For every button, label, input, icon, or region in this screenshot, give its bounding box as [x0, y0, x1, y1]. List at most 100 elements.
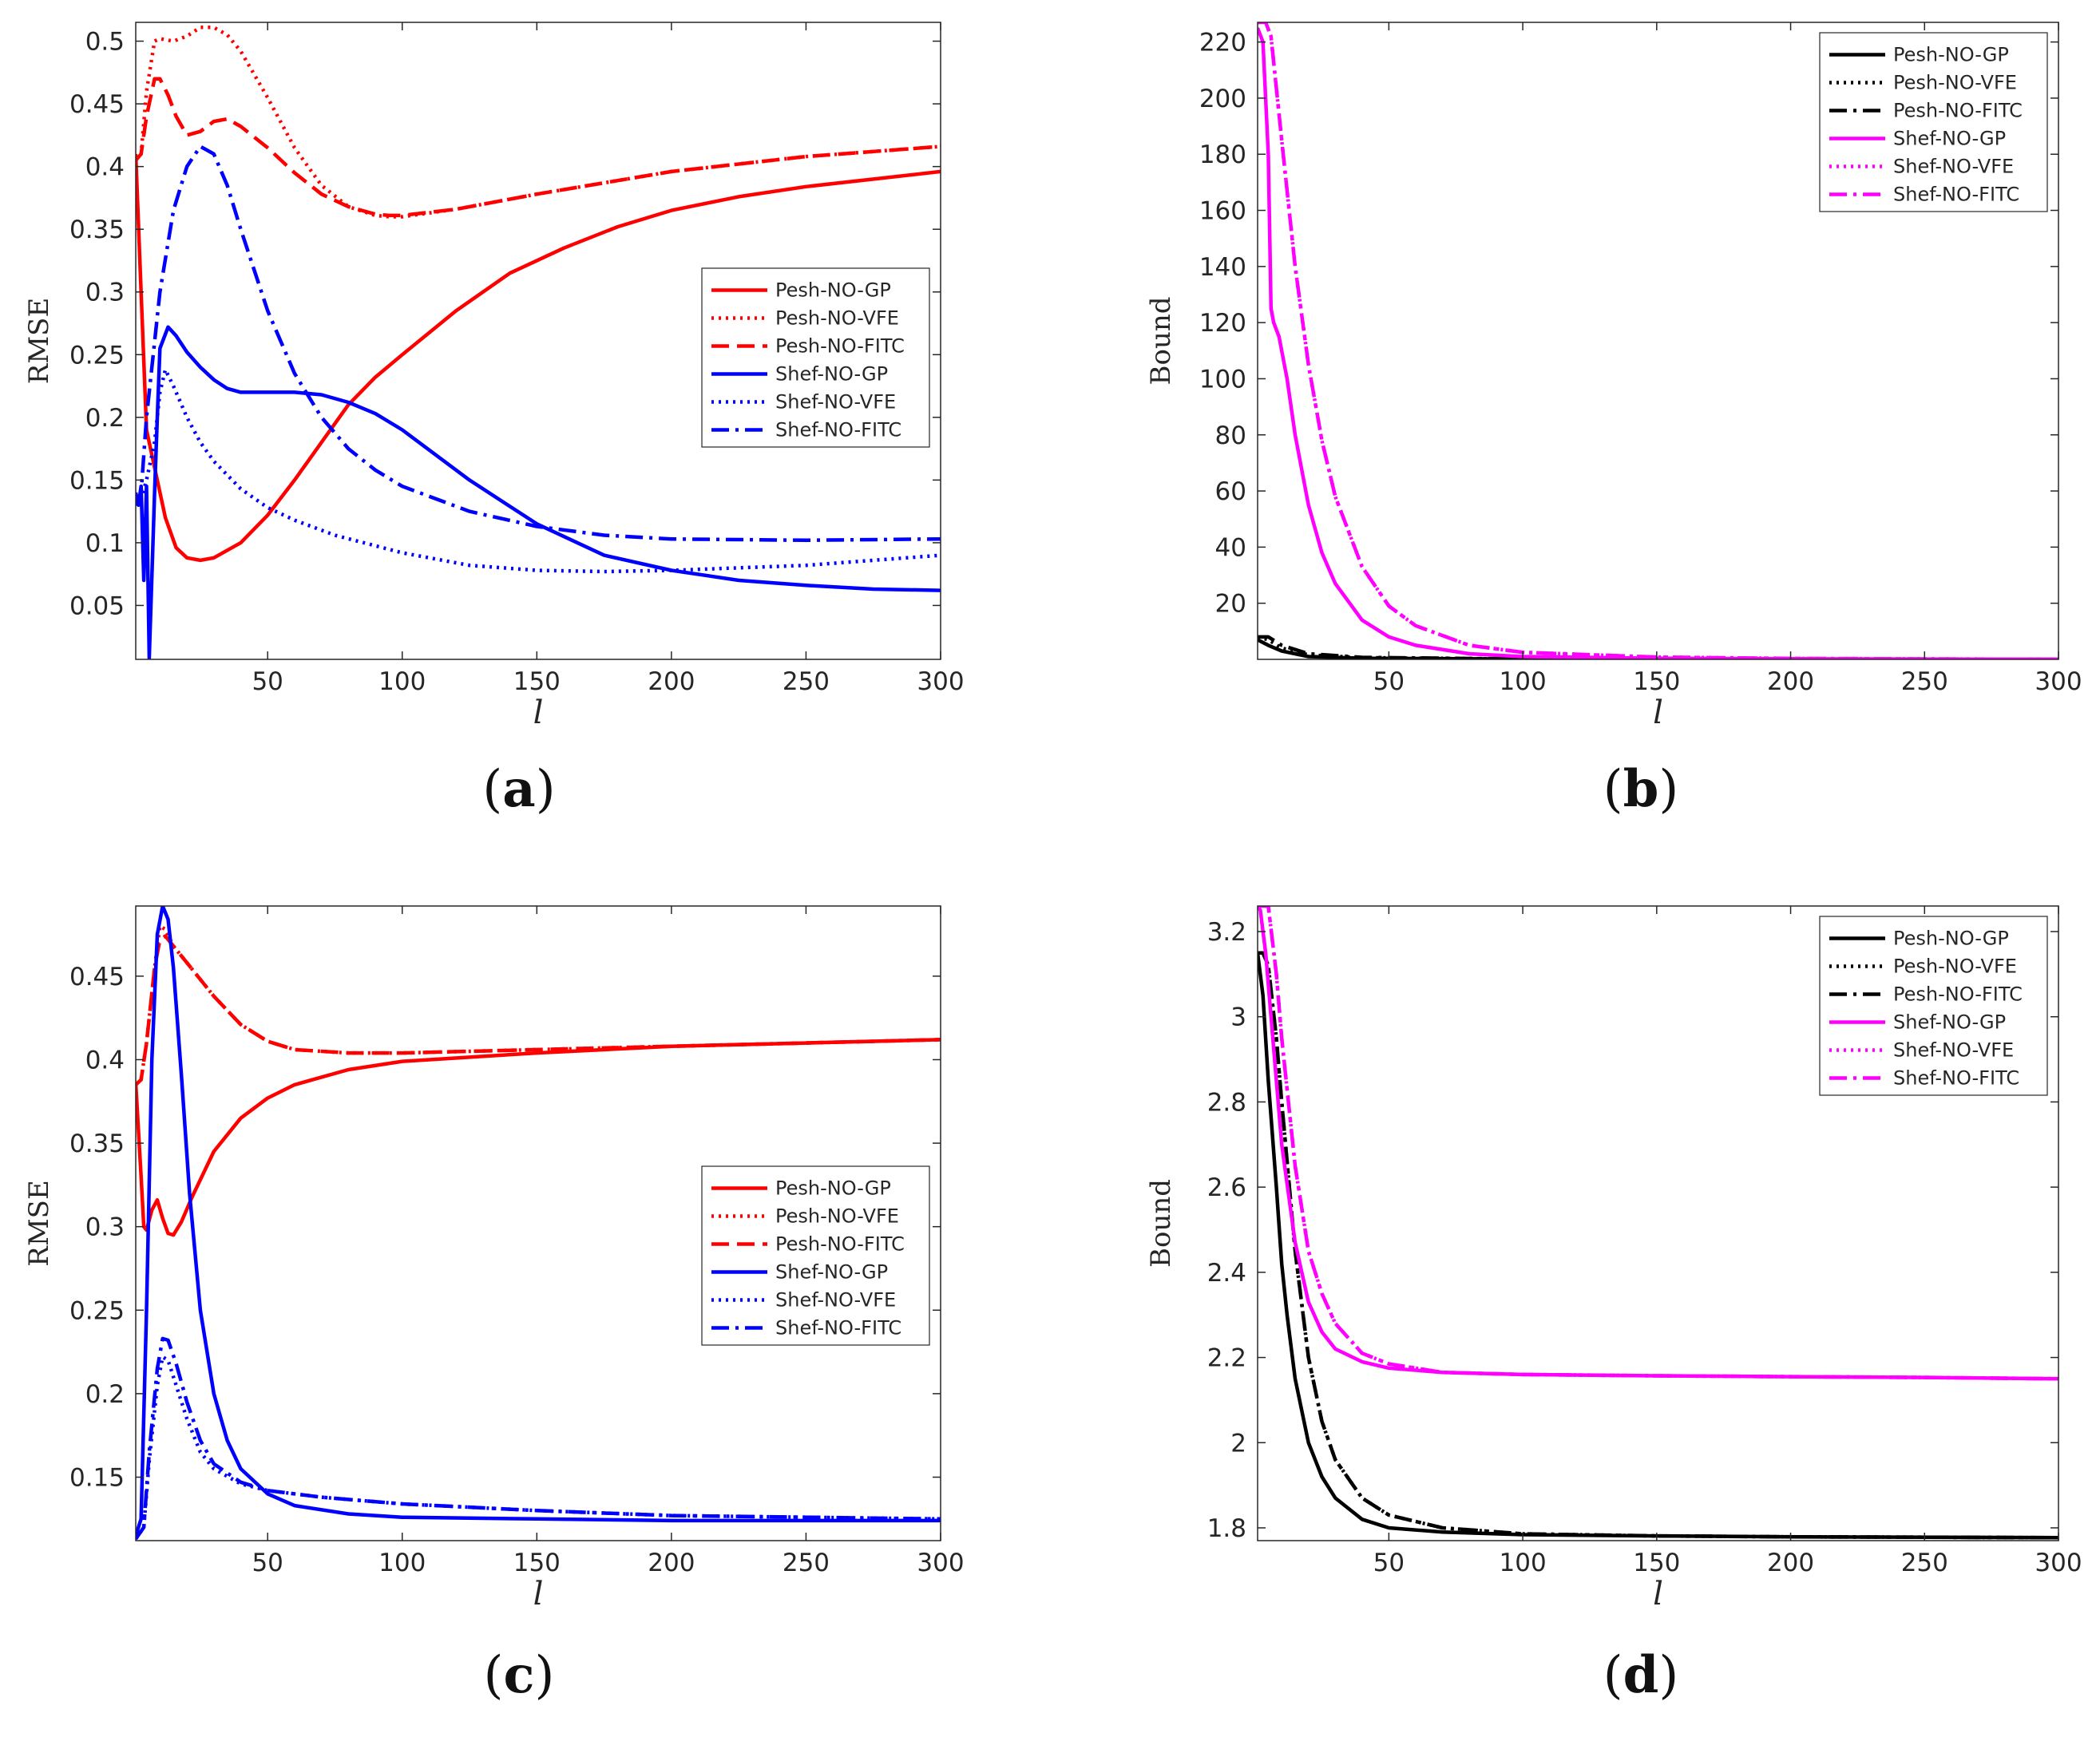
x-tick-label: 250	[783, 667, 830, 696]
x-tick-label: 250	[783, 1549, 830, 1577]
legend-entry: Pesh-NO-GP	[1893, 44, 2009, 66]
y-tick-label: 0.25	[69, 1296, 125, 1325]
legend-entry: Shef-NO-VFE	[1893, 156, 2014, 178]
caption-close-paren: )	[1658, 760, 1678, 819]
legend: Pesh-NO-GP Pesh-NO-VFE Pesh-NO-FITC Shef-NO…	[701, 1165, 930, 1346]
caption-open-paren: (	[484, 1646, 504, 1705]
y-axis-label: RMSE	[23, 298, 55, 385]
caption-letter: c	[504, 1645, 535, 1705]
legend-entry: Shef-NO-GP	[1893, 1011, 2006, 1034]
panel-caption: (d)	[1603, 1645, 1679, 1705]
y-tick-label: 60	[1215, 477, 1246, 506]
caption-close-paren: )	[534, 1646, 554, 1705]
x-tick-label: 250	[1901, 1549, 1948, 1577]
series-line-pesh-no-gp	[136, 153, 941, 563]
y-tick-label: 200	[1199, 85, 1246, 113]
series-line-pesh-no-fitc	[136, 934, 941, 1086]
legend-entry: Shef-NO-VFE	[775, 1289, 896, 1312]
y-tick-label: 140	[1199, 253, 1246, 282]
caption-open-paren: (	[1603, 1646, 1623, 1705]
y-tick-label: 0.1	[85, 529, 125, 558]
y-tick-label: 0.4	[85, 153, 125, 182]
legend-entry: Pesh-NO-FITC	[1893, 983, 2023, 1006]
panel-caption: (a)	[482, 759, 555, 819]
legend-entry: Pesh-NO-FITC	[775, 335, 905, 358]
x-tick-label: 200	[1767, 667, 1814, 696]
y-axis-label: Bound	[1145, 296, 1177, 385]
x-tick-label: 200	[1767, 1549, 1814, 1577]
legend-entry: Pesh-NO-FITC	[775, 1233, 905, 1256]
y-tick-label: 0.45	[69, 963, 125, 991]
series-group	[136, 26, 941, 659]
x-tick-label: 250	[1901, 667, 1948, 696]
panel-caption: (c)	[484, 1645, 555, 1705]
y-tick-label: 0.4	[85, 1046, 125, 1074]
legend-entry: Shef-NO-VFE	[1893, 1039, 2014, 1062]
caption-open-paren: (	[1603, 760, 1623, 819]
y-tick-label: 220	[1199, 29, 1246, 57]
series-group	[1258, 906, 2058, 1540]
x-tick-label: 100	[1500, 667, 1547, 696]
series-line-shef-no-fitc	[136, 144, 941, 543]
legend-box	[701, 1165, 930, 1346]
y-tick-label: 0.3	[85, 279, 125, 307]
x-axis-label: l	[533, 694, 544, 731]
x-tick-label: 200	[648, 667, 695, 696]
legend-entry: Pesh-NO-GP	[1893, 928, 2009, 950]
y-tick-label: 0.2	[85, 404, 125, 433]
caption-close-paren: )	[1658, 1646, 1678, 1705]
y-tick-label: 0.35	[69, 216, 125, 244]
legend-box	[1819, 32, 2048, 212]
y-tick-label: 0.5	[85, 28, 125, 57]
y-tick-label: 20	[1215, 590, 1246, 619]
legend-entry: Pesh-NO-VFE	[775, 1205, 899, 1228]
x-axis-label: l	[1653, 694, 1663, 731]
y-tick-label: 2.2	[1207, 1344, 1246, 1373]
legend-entry: Shef-NO-FITC	[1893, 1067, 2019, 1090]
legend-entry: Pesh-NO-VFE	[1893, 956, 2017, 978]
legend-entry: Shef-NO-VFE	[775, 391, 896, 413]
series-line-shef-no-gp	[136, 906, 941, 1537]
x-tick-label: 300	[2035, 667, 2082, 696]
legend-entry: Shef-NO-GP	[1893, 128, 2006, 150]
legend-box	[1819, 916, 2048, 1096]
x-tick-label: 50	[252, 1549, 283, 1577]
chart-panel-a: 50 100 150 200 250 300 0.05 0.1 0.15 0.2 0.25 0.3 0.…	[23, 22, 965, 819]
y-tick-label: 2.6	[1207, 1173, 1246, 1202]
caption-letter: a	[502, 759, 535, 819]
y-tick-label: 0.45	[69, 90, 125, 119]
legend: Pesh-NO-GP Pesh-NO-VFE Pesh-NO-FITC Shef-NO…	[701, 267, 930, 448]
axes-box	[1257, 22, 2059, 660]
series-line-pesh-no-gp	[1258, 952, 2058, 1540]
caption-letter: b	[1623, 759, 1659, 819]
legend-entry: Shef-NO-FITC	[775, 419, 901, 441]
x-tick-label: 100	[378, 1549, 426, 1577]
chart-panel-d: 50 100 150 200 250 300 1.8 2 2.2 2.4 2.6 2.8 3 3.2 l Bo…	[1145, 905, 2082, 1705]
legend-entry: Pesh-NO-FITC	[1893, 100, 2023, 122]
legend: Pesh-NO-GP Pesh-NO-VFE Pesh-NO-FITC Shef-NO…	[1819, 916, 2048, 1096]
y-tick-label: 0.15	[69, 466, 125, 495]
y-tick-label: 180	[1199, 140, 1246, 169]
y-tick-label: 3.2	[1207, 918, 1246, 947]
x-tick-label: 150	[513, 1549, 561, 1577]
y-tick-label: 80	[1215, 421, 1246, 450]
axes-box	[135, 905, 941, 1541]
x-tick-label: 100	[378, 667, 426, 696]
caption-close-paren: )	[536, 760, 556, 819]
series-line-shef-no-gp	[136, 325, 941, 659]
chart-panel-b: 50 100 150 200 250 300 20 40 60 80 100 120 140 160 180…	[1145, 22, 2082, 819]
legend: Pesh-NO-GP Pesh-NO-VFE Pesh-NO-FITC Shef-NO…	[1819, 32, 2048, 212]
x-tick-label: 50	[1373, 1549, 1405, 1577]
legend-entry: Pesh-NO-VFE	[1893, 72, 2017, 94]
y-tick-label: 160	[1199, 197, 1246, 226]
x-tick-label: 150	[513, 667, 561, 696]
legend-entry: Shef-NO-GP	[775, 363, 888, 386]
chart-panel-c: 50 100 150 200 250 300 0.15 0.2 0.25 0.3 0.35 0.4 0.…	[23, 905, 965, 1705]
legend-entry: Shef-NO-FITC	[1893, 184, 2019, 206]
legend-entry: Shef-NO-GP	[775, 1261, 888, 1284]
x-tick-label: 150	[1633, 1549, 1680, 1577]
y-axis-label: RMSE	[23, 1180, 55, 1267]
series-line-shef-no-fitc	[1258, 22, 2058, 659]
caption-open-paren: (	[482, 760, 502, 819]
